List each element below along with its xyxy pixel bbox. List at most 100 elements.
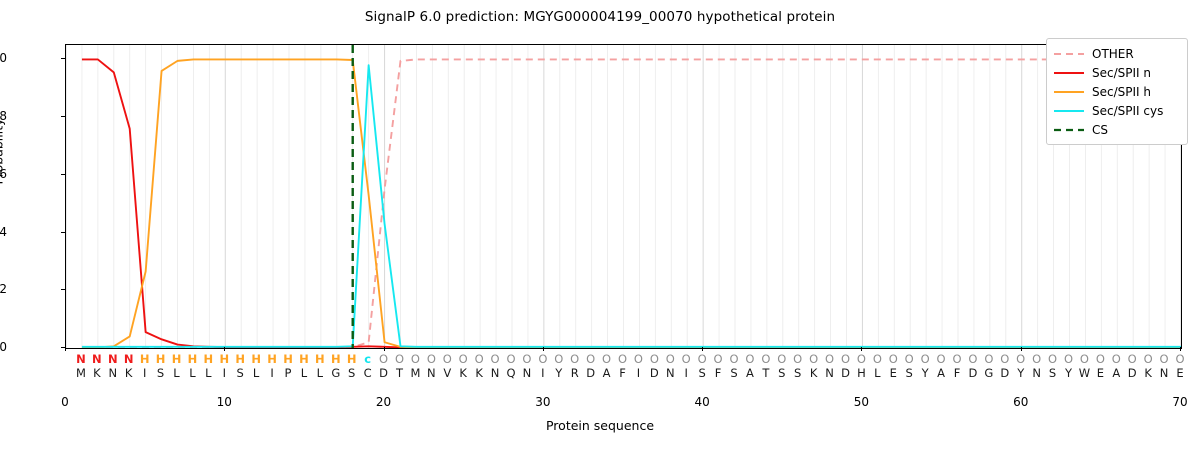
region-label: O (1159, 352, 1169, 366)
residue-label: T (762, 366, 770, 380)
residue-label: N (490, 366, 500, 380)
residue-label: L (300, 366, 308, 380)
residue-label: K (1144, 366, 1152, 380)
residue-label: N (825, 366, 834, 380)
region-label: O (649, 352, 659, 366)
residue-label: E (1096, 366, 1104, 380)
series-sec-spii-cys (81, 64, 1181, 348)
x-tick-label: 40 (694, 395, 710, 409)
residue-label: L (205, 366, 212, 380)
residue-label: I (636, 366, 641, 380)
region-label: O (920, 352, 930, 366)
residue-label: M (75, 366, 86, 380)
y-tick-label: 0.8 (0, 109, 7, 124)
residue-label: A (745, 366, 754, 380)
region-label: O (506, 352, 516, 366)
region-label: O (1032, 352, 1042, 366)
residue-label: F (953, 366, 961, 380)
y-tick-mark (61, 347, 65, 348)
region-label: N (76, 352, 86, 366)
region-label: O (793, 352, 803, 366)
region-label: O (633, 352, 643, 366)
legend-item-cs[interactable]: CS (1053, 120, 1181, 139)
y-tick-label: 0.2 (0, 282, 7, 297)
residue-label: S (778, 366, 786, 380)
x-tick-label: 70 (1172, 395, 1188, 409)
residue-label: I (684, 366, 688, 380)
residue-label: F (714, 366, 722, 380)
region-label: H (251, 352, 261, 366)
region-label: H (346, 352, 357, 366)
region-label: O (968, 352, 978, 366)
region-label: H (155, 352, 166, 366)
residue-label: I (541, 366, 545, 380)
residue-label: K (475, 366, 483, 380)
residue-label: L (189, 366, 196, 380)
x-tick-label: 20 (375, 395, 392, 409)
x-tick-label: 60 (1013, 395, 1029, 409)
residue-label: T (395, 366, 404, 380)
region-label: O (777, 352, 787, 366)
legend-swatch-cs (1053, 124, 1085, 136)
series-sec-spii-h (81, 58, 1181, 348)
legend-item-sec-spii-h[interactable]: Sec/SPII h (1053, 82, 1181, 101)
legend-label-sec-spii-cys: Sec/SPII cys (1092, 103, 1164, 118)
region-label: N (92, 352, 102, 366)
residue-label: N (1159, 366, 1169, 380)
region-label: c (364, 352, 372, 366)
region-label: O (1111, 352, 1121, 366)
legend-swatch-sec-spii-cys (1053, 105, 1085, 117)
residue-label: S (348, 366, 356, 380)
region-label: O (442, 352, 452, 366)
x-axis-label: Protein sequence (545, 418, 655, 433)
region-label: O (570, 352, 580, 366)
y-tick-mark (61, 116, 65, 118)
residue-label: A (602, 366, 611, 380)
residue-label: R (570, 366, 579, 380)
x-tick-mark (224, 347, 226, 351)
region-label: H (219, 352, 230, 366)
region-label: H (203, 352, 214, 366)
residue-label: A (937, 366, 945, 380)
legend[interactable]: OTHER Sec/SPII n Sec/SPII h Sec/SPII cys… (1046, 38, 1188, 145)
region-label: O (745, 352, 755, 366)
y-tick-label: 0.6 (0, 166, 7, 181)
region-label: H (315, 352, 325, 366)
legend-item-sec-spii-cys[interactable]: Sec/SPII cys (1053, 101, 1181, 120)
residue-label: S (794, 366, 802, 380)
residue-label: D (1000, 366, 1010, 380)
legend-item-sec-spii-n[interactable]: Sec/SPII n (1053, 63, 1181, 82)
region-label: H (330, 352, 341, 366)
residue-label: G (331, 366, 341, 380)
region-label: O (1063, 352, 1074, 366)
residue-label: K (93, 366, 101, 380)
residue-label: Y (1064, 366, 1073, 380)
residue-label: Y (1017, 366, 1025, 380)
y-tick-mark (61, 231, 65, 233)
legend-label-other: OTHER (1092, 46, 1134, 61)
region-label: O (554, 352, 564, 366)
residue-label: I (222, 366, 226, 380)
y-tick-mark (61, 173, 65, 175)
residue-label: L (316, 366, 324, 380)
residue-label: K (809, 366, 818, 380)
region-label: O (522, 352, 532, 366)
residue-label: S (236, 366, 244, 380)
plot-area (65, 44, 1182, 349)
region-label: O (410, 352, 420, 366)
region-label: O (474, 352, 484, 366)
legend-item-other[interactable]: OTHER (1053, 44, 1181, 63)
region-label: O (936, 352, 946, 366)
region-label: N (107, 352, 118, 366)
x-tick-label: 10 (216, 395, 232, 409)
residue-label: Q (506, 366, 516, 380)
region-label: H (267, 352, 277, 366)
residue-label: D (649, 366, 659, 380)
y-tick-mark (61, 289, 65, 291)
region-label: O (825, 352, 835, 366)
y-tick-mark (61, 58, 65, 60)
residue-label: K (459, 366, 467, 380)
